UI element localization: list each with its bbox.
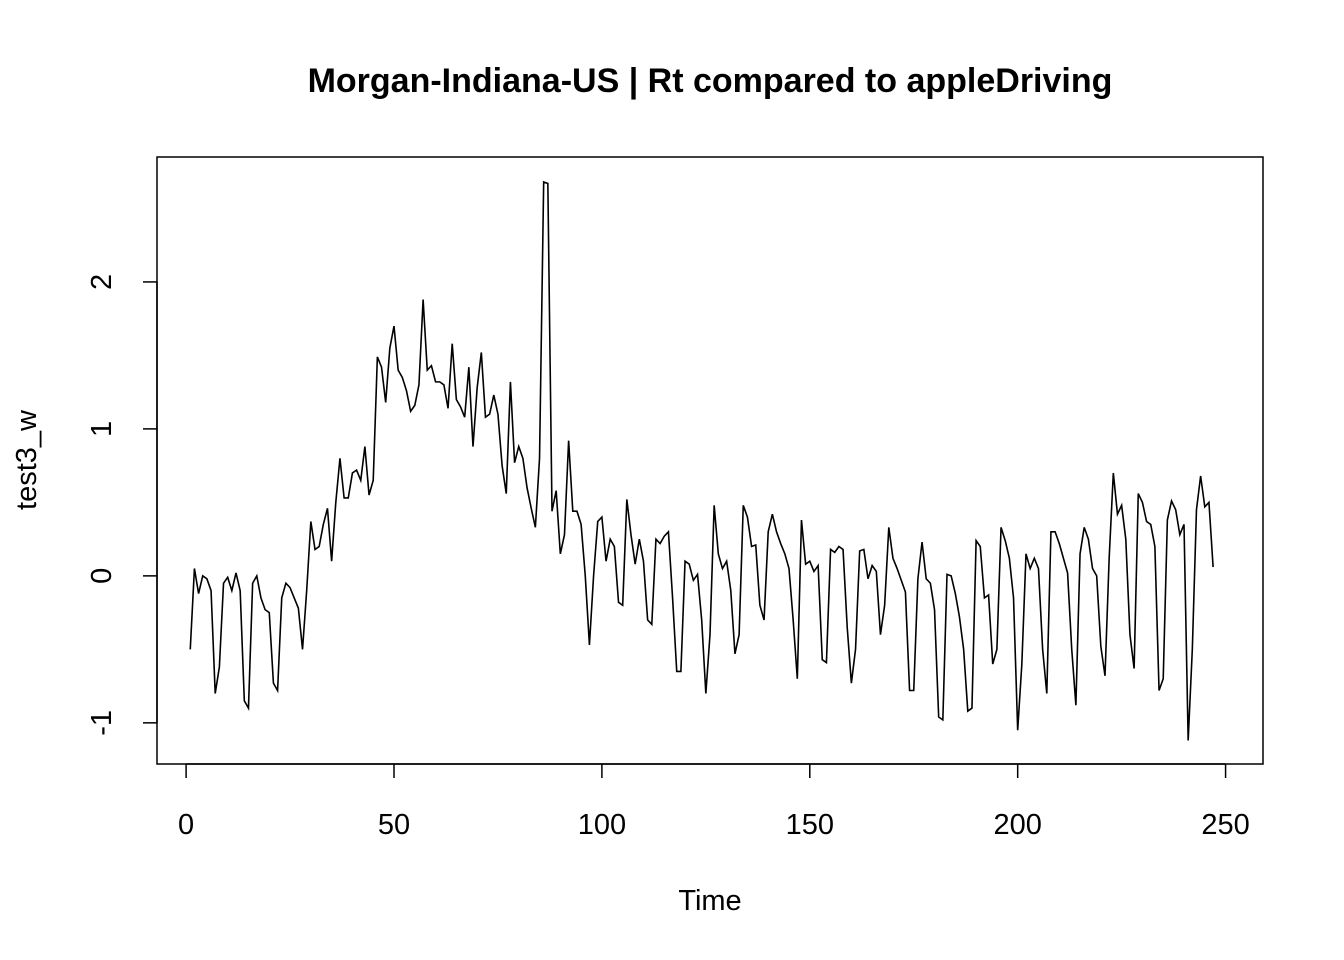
y-tick-label: 1	[86, 421, 118, 437]
x-axis-label: Time	[678, 885, 741, 917]
plot-frame	[156, 156, 1264, 765]
y-tick-label: 0	[86, 568, 118, 584]
y-tick-label: -1	[86, 710, 118, 736]
series-layer	[189, 180, 1214, 741]
series-line	[189, 180, 1214, 741]
y-tick-label: 2	[86, 274, 118, 290]
x-tick-label: 150	[786, 809, 834, 841]
x-tick-label: 200	[993, 809, 1041, 841]
x-tick-label: 50	[378, 809, 410, 841]
x-tick-label: 0	[178, 809, 194, 841]
x-axis: 0 50 100 150 200 250	[178, 763, 1250, 841]
x-tick-label: 250	[1201, 809, 1249, 841]
chart-title: Morgan-Indiana-US | Rt compared to apple…	[308, 62, 1113, 100]
x-tick-label: 100	[578, 809, 626, 841]
y-axis: -1 0 1 2	[86, 274, 158, 736]
y-axis-label: test3_w	[11, 409, 43, 510]
